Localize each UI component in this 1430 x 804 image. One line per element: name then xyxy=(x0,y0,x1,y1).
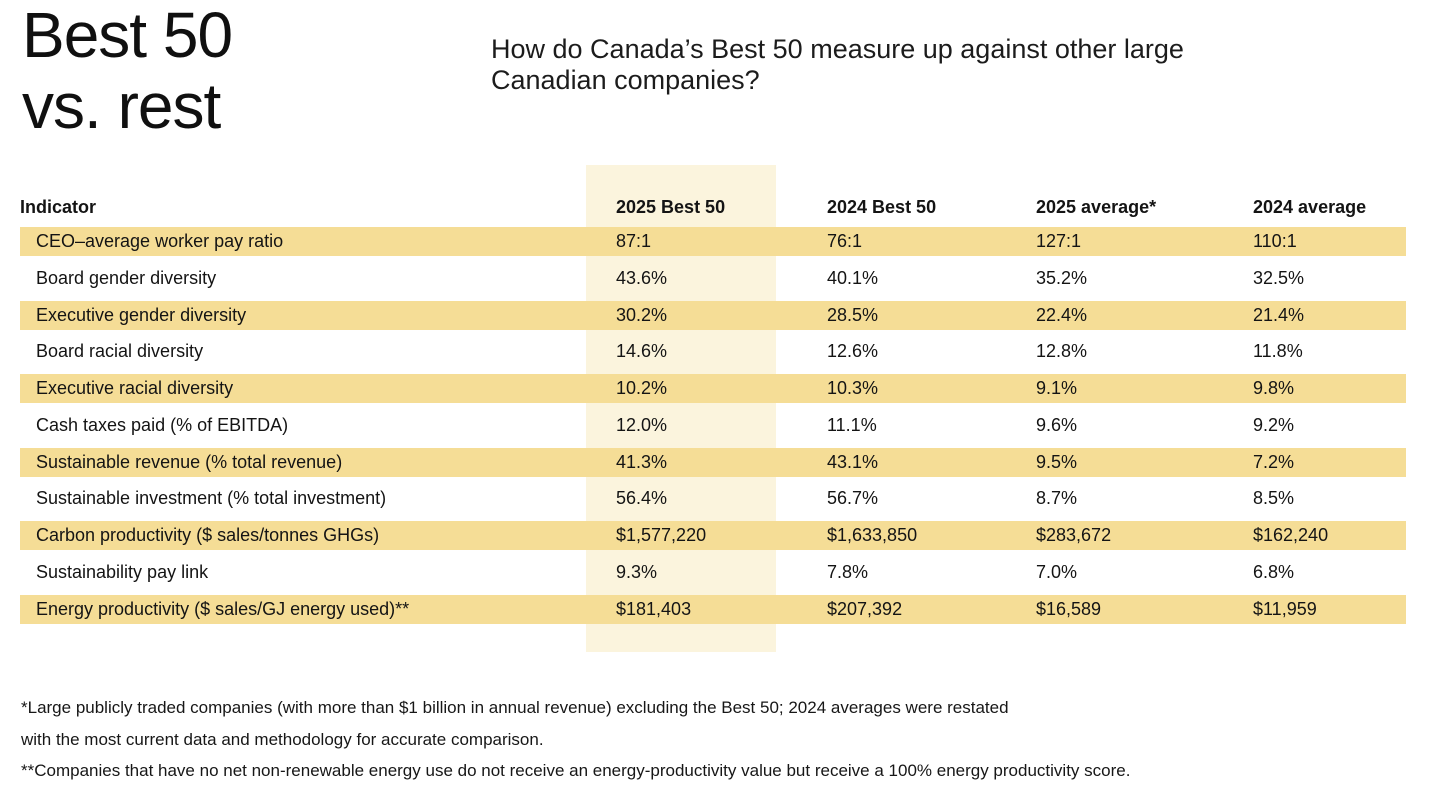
table-row: Executive gender diversity 30.2% 28.5% 22.… xyxy=(20,300,1406,330)
value-cell: 12.8% xyxy=(1036,341,1088,362)
value-cell: 12.0% xyxy=(616,414,668,435)
table-row: Sustainable revenue (% total revenue) 41… xyxy=(20,447,1406,477)
column-header-2025-best-50: 2025 Best 50 xyxy=(616,197,726,217)
value-cell: 43.1% xyxy=(827,451,879,472)
value-cell: 7.8% xyxy=(827,561,869,582)
table-header-row: Indicator 2025 Best 50 2024 Best 50 2025… xyxy=(20,165,1406,227)
value-cell: 10.3% xyxy=(827,378,879,398)
value-cell: 21.4% xyxy=(1253,304,1305,325)
column-header-2024-average: 2024 average xyxy=(1253,197,1367,217)
table-row: CEO–average worker pay ratio 87:1 76:1 127… xyxy=(20,227,1406,256)
indicator-cell: Energy productivity ($ sales/GJ energy u… xyxy=(36,598,410,619)
table-row: Cash taxes paid (% of EBITDA) 12.0% 11.1%… xyxy=(20,411,1406,440)
indicator-cell: Carbon productivity ($ sales/tonnes GHGs… xyxy=(36,525,380,545)
table-row: Executive racial diversity 10.2% 10.3% 9.1… xyxy=(20,374,1406,403)
footnote-line: *Large publicly traded companies (with m… xyxy=(21,698,1009,717)
value-cell: $1,577,220 xyxy=(616,525,707,545)
value-cell: $181,403 xyxy=(616,598,692,619)
value-cell: 7.0% xyxy=(1036,561,1078,582)
page-subtitle: How do Canada’s Best 50 measure up again… xyxy=(491,34,1184,95)
value-cell: 56.7% xyxy=(827,488,879,509)
indicator-cell: Sustainable revenue (% total revenue) xyxy=(36,451,343,472)
indicator-cell: Board racial diversity xyxy=(36,341,204,362)
value-cell: 43.6% xyxy=(616,267,668,288)
table-row: Sustainability pay link 9.3% 7.8% 7.0% 6.8% xyxy=(20,558,1406,587)
value-cell: 56.4% xyxy=(616,488,668,509)
value-cell: 9.3% xyxy=(616,561,658,582)
indicator-cell: CEO–average worker pay ratio xyxy=(36,231,284,251)
footnote-line: **Companies that have no net non-renewab… xyxy=(21,761,1131,780)
indicator-cell: Board gender diversity xyxy=(36,267,217,288)
value-cell: $207,392 xyxy=(827,598,903,619)
value-cell: 35.2% xyxy=(1036,267,1088,288)
column-header-indicator: Indicator xyxy=(20,197,97,217)
value-cell: 11.8% xyxy=(1253,341,1303,362)
value-cell: 32.5% xyxy=(1253,267,1305,288)
value-cell: 9.5% xyxy=(1036,451,1078,472)
column-header-2024-best-50: 2024 Best 50 xyxy=(827,197,937,217)
value-cell: 87:1 xyxy=(616,231,652,251)
indicator-cell: Sustainability pay link xyxy=(36,561,209,582)
table-row: Energy productivity ($ sales/GJ energy u… xyxy=(20,594,1406,624)
value-cell: 14.6% xyxy=(616,341,668,362)
value-cell: 22.4% xyxy=(1036,304,1088,325)
value-cell: 10.2% xyxy=(616,378,668,398)
value-cell: 76:1 xyxy=(827,231,863,251)
value-cell: 40.1% xyxy=(827,267,879,288)
value-cell: $283,672 xyxy=(1036,525,1112,545)
table-row: Sustainable investment (% total investme… xyxy=(20,484,1406,513)
indicator-cell: Cash taxes paid (% of EBITDA) xyxy=(36,414,289,435)
value-cell: 127:1 xyxy=(1036,231,1082,251)
value-cell: $1,633,850 xyxy=(827,525,918,545)
table-row: Carbon productivity ($ sales/tonnes GHGs… xyxy=(20,521,1406,550)
table-row: Board racial diversity 14.6% 12.6% 12.8% 11… xyxy=(20,337,1406,366)
footnote-line: with the most current data and methodolo… xyxy=(21,729,544,749)
value-cell: $11,959 xyxy=(1253,598,1317,619)
value-cell: $162,240 xyxy=(1253,525,1329,545)
value-cell: 41.3% xyxy=(616,451,668,472)
table-row: Board gender diversity 43.6% 40.1% 35.2% 32… xyxy=(20,264,1406,293)
comparison-table: Indicator 2025 Best 50 2024 Best 50 2025… xyxy=(20,165,1406,652)
value-cell: 9.8% xyxy=(1253,378,1295,398)
value-cell: 9.2% xyxy=(1253,414,1295,435)
indicator-cell: Executive gender diversity xyxy=(36,304,247,325)
value-cell: 6.8% xyxy=(1253,561,1295,582)
indicator-cell: Sustainable investment (% total investme… xyxy=(36,488,387,509)
value-cell: $16,589 xyxy=(1036,598,1102,619)
page-title: Best 50 vs. rest xyxy=(22,0,233,142)
value-cell: 28.5% xyxy=(827,304,879,325)
column-header-2025-average: 2025 average* xyxy=(1036,197,1157,217)
value-cell: 7.2% xyxy=(1253,451,1295,472)
table-body: CEO–average worker pay ratio 87:1 76:1 127… xyxy=(20,227,1406,624)
value-cell: 110:1 xyxy=(1253,231,1297,251)
value-cell: 12.6% xyxy=(827,341,879,362)
value-cell: 9.1% xyxy=(1036,378,1078,398)
value-cell: 11.1% xyxy=(827,414,877,435)
value-cell: 9.6% xyxy=(1036,414,1078,435)
value-cell: 30.2% xyxy=(616,304,668,325)
value-cell: 8.7% xyxy=(1036,488,1078,509)
value-cell: 8.5% xyxy=(1253,488,1295,509)
indicator-cell: Executive racial diversity xyxy=(36,378,234,398)
footnotes: *Large publicly traded companies (with m… xyxy=(21,692,1130,787)
